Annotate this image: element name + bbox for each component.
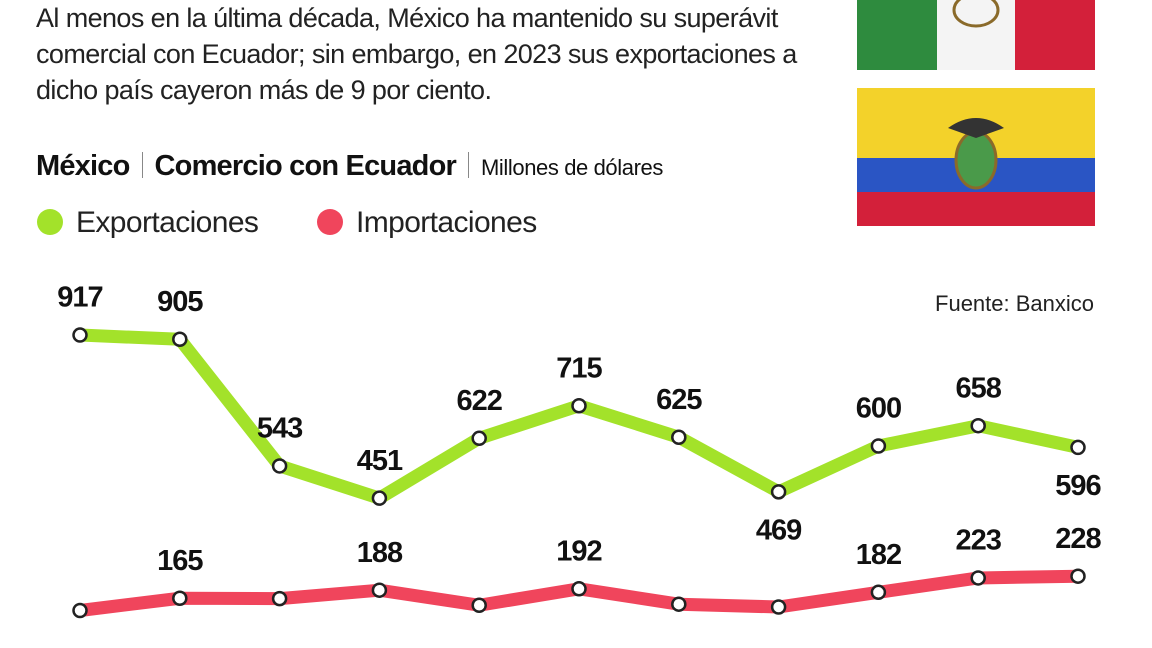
point	[671, 429, 687, 445]
topic: Comercio con Ecuador	[154, 150, 457, 182]
country: México	[36, 150, 130, 182]
value-label: 622	[457, 385, 502, 417]
point	[271, 458, 288, 474]
value-label: 596	[1055, 470, 1101, 502]
point	[770, 484, 787, 500]
value-label: 917	[57, 282, 102, 314]
point	[1070, 439, 1086, 456]
value-label: 625	[656, 384, 702, 416]
point	[72, 602, 88, 619]
point	[172, 331, 188, 347]
value-label: 228	[1055, 523, 1101, 555]
value-label: 543	[257, 413, 303, 445]
legend-label: Importaciones	[356, 206, 537, 239]
value-label: 905	[157, 286, 203, 318]
point	[72, 327, 88, 343]
point	[571, 581, 587, 597]
point	[770, 599, 787, 615]
value-label: 715	[556, 352, 602, 384]
point	[571, 398, 587, 414]
flag-ecuador	[857, 88, 1095, 226]
point	[371, 582, 388, 598]
legend-swatch	[37, 209, 63, 235]
value-label: 192	[556, 535, 601, 567]
intro-text: Al menos en la última década, México ha …	[36, 3, 797, 105]
value-label: 658	[956, 372, 1002, 404]
point	[271, 590, 288, 607]
point	[371, 490, 388, 506]
chart-header: México Comercio con Ecuador Millones de dó…	[36, 150, 663, 183]
unit: Millones de dólares	[480, 155, 663, 180]
source: Fuente: Banxico	[935, 291, 1094, 316]
point	[870, 584, 887, 601]
legend-label: Exportaciones	[76, 206, 258, 239]
value-label: 182	[856, 539, 901, 571]
value-label: 165	[157, 545, 203, 577]
point	[671, 596, 687, 612]
flag-mexico	[857, 0, 1095, 70]
value-label: 469	[756, 515, 802, 547]
point	[870, 438, 887, 454]
point	[970, 417, 986, 434]
value-label: 188	[357, 537, 403, 569]
point	[471, 597, 487, 613]
point	[1070, 568, 1086, 584]
point	[172, 590, 188, 606]
value-label: 451	[357, 445, 403, 477]
value-label: 600	[856, 393, 901, 425]
point	[471, 430, 487, 447]
legend-swatch	[317, 209, 343, 235]
value-label: 223	[956, 525, 1002, 557]
point	[970, 570, 986, 586]
